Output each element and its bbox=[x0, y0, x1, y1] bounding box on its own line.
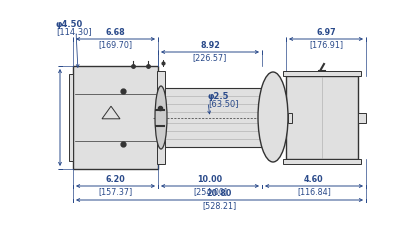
Bar bbox=[283, 71, 361, 76]
Text: 4.60: 4.60 bbox=[304, 175, 324, 184]
Text: 6.68: 6.68 bbox=[106, 28, 125, 37]
Text: [157.37]: [157.37] bbox=[98, 187, 133, 196]
Text: [169.70]: [169.70] bbox=[98, 40, 133, 49]
Bar bbox=[69, 74, 73, 161]
Text: [114.30]: [114.30] bbox=[56, 27, 92, 36]
Bar bbox=[283, 159, 361, 164]
Text: [116.84]: [116.84] bbox=[297, 187, 331, 196]
Text: [226.57]: [226.57] bbox=[193, 53, 227, 62]
Bar bbox=[157, 71, 165, 164]
Text: [176.91]: [176.91] bbox=[309, 40, 343, 49]
Text: 10.00: 10.00 bbox=[197, 175, 222, 184]
Text: [254.00]: [254.00] bbox=[193, 187, 227, 196]
Bar bbox=[73, 66, 158, 169]
Text: [63.50]: [63.50] bbox=[208, 99, 239, 108]
Text: 6.20: 6.20 bbox=[106, 175, 125, 184]
Text: 8.92: 8.92 bbox=[200, 41, 220, 50]
Bar bbox=[286, 76, 358, 159]
Text: 20.80: 20.80 bbox=[207, 189, 232, 198]
Bar bbox=[288, 112, 292, 122]
Bar bbox=[358, 112, 366, 122]
Text: φ4.50: φ4.50 bbox=[56, 20, 83, 29]
Ellipse shape bbox=[258, 72, 288, 162]
Text: [528.21]: [528.21] bbox=[202, 201, 237, 210]
Ellipse shape bbox=[155, 86, 167, 149]
Text: φ2.5: φ2.5 bbox=[208, 92, 229, 101]
Text: 6.97: 6.97 bbox=[316, 28, 336, 37]
Bar bbox=[158, 88, 262, 147]
